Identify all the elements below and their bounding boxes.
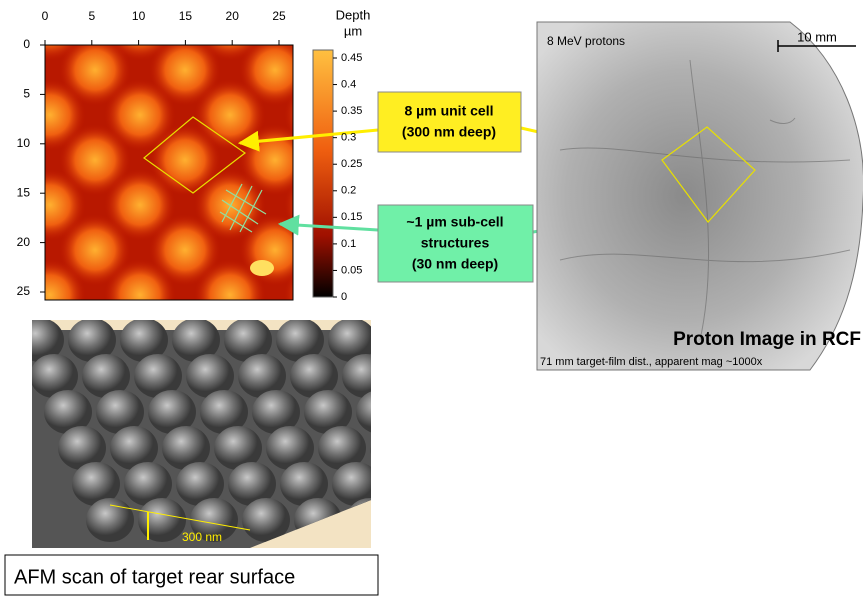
x-tick-label: 25 xyxy=(272,9,286,23)
heat-blob xyxy=(374,0,446,61)
callout-text: (300 nm deep) xyxy=(402,124,496,140)
x-tick-label: 0 xyxy=(42,9,49,23)
y-tick-label: 15 xyxy=(17,185,31,199)
afm-map xyxy=(0,0,536,376)
y-tick-label: 20 xyxy=(17,235,31,249)
colorbar-tick-label: 0.3 xyxy=(341,132,356,144)
surface-bump xyxy=(342,354,390,398)
x-tick-label: 15 xyxy=(179,9,193,23)
callout-text: structures xyxy=(421,235,490,251)
heat-blob xyxy=(0,34,41,106)
y-tick-label: 0 xyxy=(23,37,30,51)
x-tick-label: 20 xyxy=(226,9,240,23)
callout-box xyxy=(378,92,521,152)
y-tick-label: 10 xyxy=(17,136,31,150)
colorbar-tick-label: 0.25 xyxy=(341,158,362,170)
surface-bump xyxy=(332,462,380,506)
surface-bump xyxy=(370,426,418,470)
proton-label: 8 MeV protons xyxy=(547,34,625,48)
colorbar-title: Depth xyxy=(336,7,371,22)
heat-blob xyxy=(464,0,536,61)
surface-bump xyxy=(398,498,446,542)
caption: AFM scan of target rear surface xyxy=(14,566,295,588)
x-tick-label: 10 xyxy=(132,9,146,23)
surface-bump xyxy=(86,498,134,542)
heat-blob xyxy=(419,304,491,376)
colorbar-tick-label: 0.45 xyxy=(341,52,362,64)
colorbar-tick-label: 0.2 xyxy=(341,185,356,197)
heat-blob xyxy=(0,214,41,286)
callout-text: ~1 µm sub-cell xyxy=(406,214,503,230)
figure: Depth µm 8 MeV protons 10 mm Proton Imag… xyxy=(0,0,863,596)
heat-spot xyxy=(250,260,274,276)
colorbar-tick-label: 0.05 xyxy=(341,264,362,276)
colorbar-tick-label: 0.4 xyxy=(341,78,356,90)
surface-bump xyxy=(138,498,186,542)
proton-title: Proton Image in RCF xyxy=(673,329,861,350)
afm-3d xyxy=(16,318,446,548)
colorbar-tick-label: 0 xyxy=(341,291,347,303)
colorbar-tick-label: 0.1 xyxy=(341,238,356,250)
x-tick-label: 5 xyxy=(88,9,95,23)
callout-text: (30 nm deep) xyxy=(412,256,498,272)
y-tick-label: 5 xyxy=(23,87,30,101)
proton-note: 71 mm target-film dist., apparent mag ~1… xyxy=(540,356,763,368)
colorbar-tick-label: 0.35 xyxy=(341,105,362,117)
height-label: 300 nm xyxy=(182,530,222,544)
surface-bump xyxy=(356,390,404,434)
y-tick-label: 25 xyxy=(17,284,31,298)
scale-label: 10 mm xyxy=(797,29,837,44)
callout-text: 8 µm unit cell xyxy=(405,103,494,119)
colorbar-unit: µm xyxy=(344,23,362,38)
colorbar-tick-label: 0.15 xyxy=(341,211,362,223)
proton-image xyxy=(537,22,863,370)
surface-bump xyxy=(384,462,432,506)
colorbar xyxy=(313,50,333,297)
